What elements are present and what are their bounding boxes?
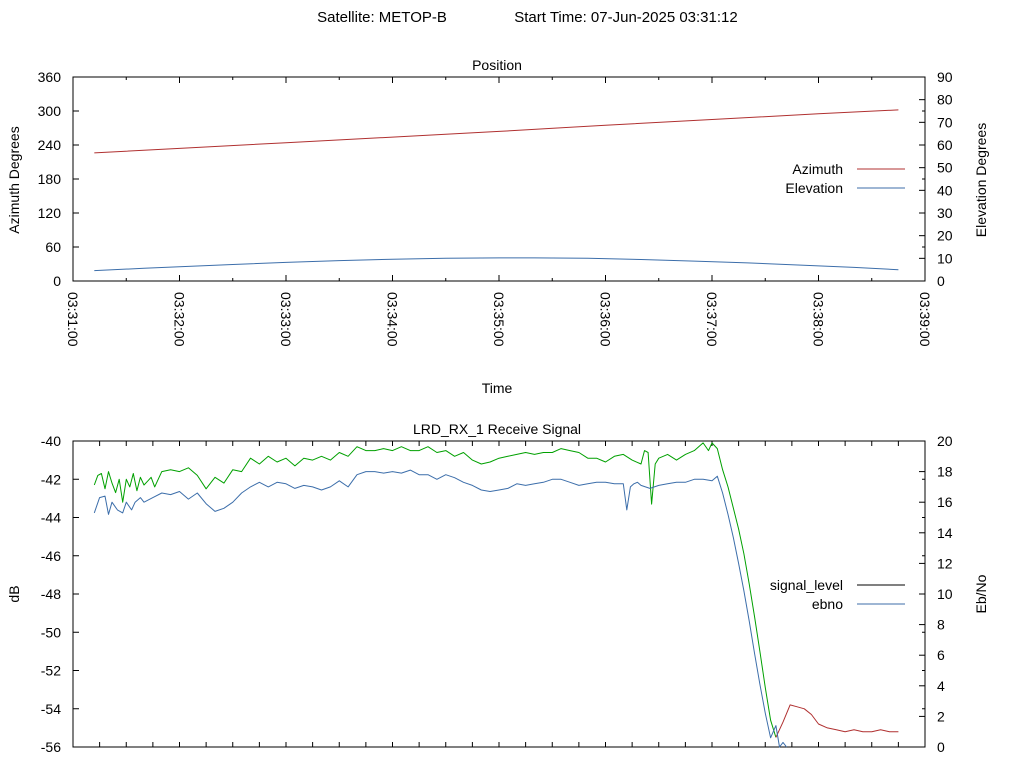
- position-xtick-label: 03:38:00: [811, 292, 827, 347]
- position-y2tick-label: 50: [937, 160, 953, 176]
- receive_signal-y2tick-label: 16: [937, 494, 953, 510]
- receive_signal-ytick-label: -40: [41, 433, 61, 449]
- receive_signal-y2tick-label: 10: [937, 586, 953, 602]
- position-y2tick-label: 90: [937, 69, 953, 85]
- position-ytick-label: 360: [38, 69, 62, 85]
- position-y2tick-label: 80: [937, 92, 953, 108]
- receive_signal-ytick-label: -48: [41, 586, 61, 602]
- receive_signal-y2tick-label: 8: [937, 617, 945, 633]
- position-xtick-label: 03:36:00: [598, 292, 614, 347]
- header-satellite: Satellite: METOP-B: [317, 9, 447, 26]
- receive_signal-ytick-label: -52: [41, 663, 61, 679]
- elevation-axis-label: Elevation Degrees: [973, 123, 989, 237]
- legend-ebno-label: ebno: [812, 596, 843, 612]
- legend-signal-level-label: signal_level: [770, 577, 843, 593]
- position-y2tick-label: 10: [937, 250, 953, 266]
- receive_signal-y2tick-label: 18: [937, 464, 953, 480]
- receive_signal-ytick-label: -56: [41, 739, 61, 755]
- db-axis-label: dB: [6, 585, 22, 602]
- position-ytick-label: 60: [45, 239, 61, 255]
- position-xtick-label: 03:33:00: [278, 292, 294, 347]
- receive_signal-y2tick-label: 2: [937, 708, 945, 724]
- receive_signal-ytick-label: -42: [41, 471, 61, 487]
- position-xtick-label: 03:31:00: [65, 292, 81, 347]
- receive-signal-chart: LRD_RX_1 Receive Signal dB Eb/No signal_…: [6, 421, 989, 755]
- position-y2tick-label: 0: [937, 273, 945, 289]
- receive_signal-y2tick-label: 20: [937, 433, 953, 449]
- position-y2tick-label: 30: [937, 205, 953, 221]
- position-ytick-label: 240: [38, 137, 62, 153]
- receive_signal-y2tick-label: 12: [937, 555, 953, 571]
- azimuth-axis-label: Azimuth Degrees: [6, 126, 22, 233]
- receive_signal-plot-frame: [72, 440, 926, 748]
- position-ytick-label: 120: [38, 205, 62, 221]
- receive_signal-y2tick-label: 6: [937, 647, 945, 663]
- position-y2tick-label: 40: [937, 182, 953, 198]
- position-y2tick-label: 60: [937, 137, 953, 153]
- position-ytick-label: 300: [38, 103, 62, 119]
- position-ytick-label: 0: [53, 273, 61, 289]
- position-xtick-label: 03:32:00: [172, 292, 188, 347]
- receive_signal-ytick-label: -44: [41, 510, 61, 526]
- legend-elevation-label: Elevation: [785, 180, 843, 196]
- position-y2tick-label: 20: [937, 228, 953, 244]
- position-xtick-label: 03:39:00: [917, 292, 933, 347]
- series-line-Azimuth: [94, 109, 899, 154]
- receive_signal-y2tick-label: 4: [937, 678, 945, 694]
- series-line-signal-level: [93, 442, 777, 738]
- position-xtick-label: 03:37:00: [704, 292, 720, 347]
- position-chart: Position Azimuth Degrees Elevation Degre…: [6, 57, 989, 396]
- position-xtick-label: 03:34:00: [385, 292, 401, 347]
- ebno-axis-label: Eb/No: [973, 574, 989, 613]
- position-y2tick-label: 70: [937, 114, 953, 130]
- position-xtick-label: 03:35:00: [491, 292, 507, 347]
- header-start-time: Start Time: 07-Jun-2025 03:31:12: [514, 9, 737, 26]
- receive_signal-y2tick-label: 14: [937, 525, 953, 541]
- receive_signal-ytick-label: -54: [41, 701, 61, 717]
- series-line-signal-level-tail: [775, 704, 899, 738]
- position-chart-title: Position: [472, 57, 522, 73]
- receive_signal-y2tick-label: 0: [937, 739, 945, 755]
- position-x-axis-label: Time: [482, 380, 513, 396]
- series-line-ebno: [93, 469, 787, 748]
- series-line-Elevation: [94, 257, 899, 272]
- receive_signal-ytick-label: -50: [41, 624, 61, 640]
- receive_signal-ytick-label: -46: [41, 548, 61, 564]
- position-plot-frame: [72, 76, 926, 282]
- position-ytick-label: 180: [38, 171, 62, 187]
- receive-signal-chart-title: LRD_RX_1 Receive Signal: [413, 421, 581, 437]
- legend-azimuth-label: Azimuth: [792, 161, 843, 177]
